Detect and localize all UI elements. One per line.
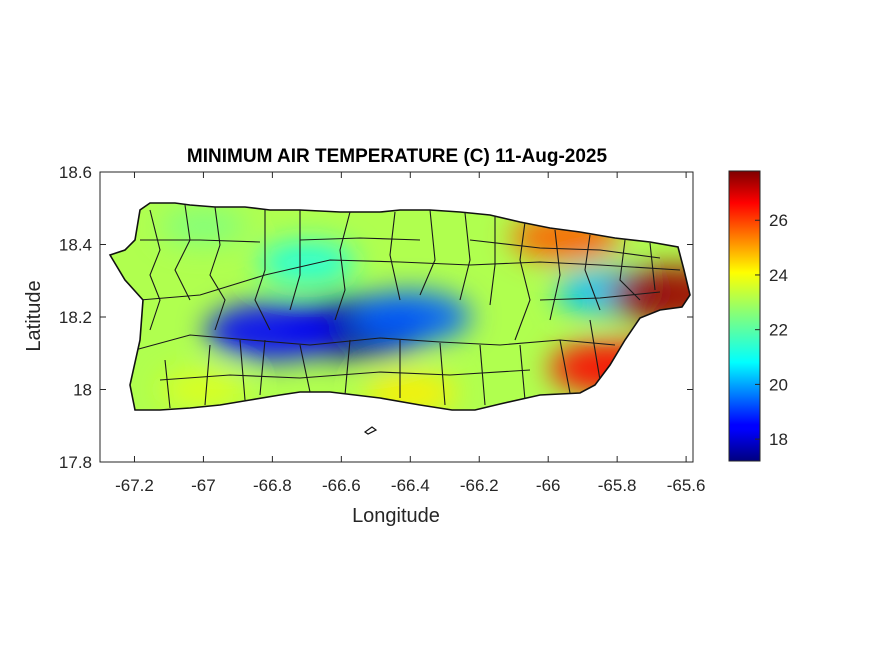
small-island	[363, 426, 378, 435]
municipality-boundaries	[134, 204, 681, 409]
temperature-zone	[160, 370, 247, 409]
y-tick-label: 18	[73, 381, 92, 400]
colorbar-tick-label: 20	[769, 375, 788, 394]
colorbar-tick-label: 22	[769, 321, 788, 340]
colorbar-axis: 18 20 22 24 26	[755, 211, 788, 449]
temperature-zone	[608, 266, 690, 325]
x-tick-label: -67	[191, 476, 216, 495]
temperature-zone	[205, 302, 340, 361]
chart-title: MINIMUM AIR TEMPERATURE (C) 11-Aug-2025	[187, 146, 608, 167]
y-tick-label: 18.4	[59, 236, 92, 255]
x-tick-label: -66	[536, 476, 561, 495]
x-axis: -67.2 -67 -66.8 -66.6 -66.4 -66.2 -66 -65.8 -65.…	[115, 172, 705, 495]
colorbar	[728, 170, 761, 462]
y-tick-label: 18.6	[59, 163, 92, 182]
x-tick-label: -66.6	[322, 476, 361, 495]
colorbar-tick-label: 24	[769, 266, 788, 285]
island-outline	[108, 202, 691, 411]
y-axis-label: Latitude	[23, 280, 45, 351]
x-tick-label: -67.2	[115, 476, 154, 495]
colorbar-tick-label: 18	[769, 430, 788, 449]
y-tick-label: 18.2	[59, 308, 92, 327]
temperature-zone	[160, 207, 247, 246]
temperature-zone	[257, 240, 356, 285]
colorbar-tick-label: 26	[769, 211, 788, 230]
x-tick-label: -66.4	[391, 476, 430, 495]
y-axis: 17.8 18 18.2 18.4 18.6	[59, 163, 693, 472]
x-tick-label: -66.2	[460, 476, 499, 495]
x-axis-label: Longitude	[352, 505, 440, 527]
temperature-zone	[349, 290, 472, 344]
x-tick-label: -65.6	[667, 476, 706, 495]
x-tick-label: -66.8	[253, 476, 292, 495]
x-tick-label: -65.8	[598, 476, 637, 495]
y-tick-label: 17.8	[59, 453, 92, 472]
